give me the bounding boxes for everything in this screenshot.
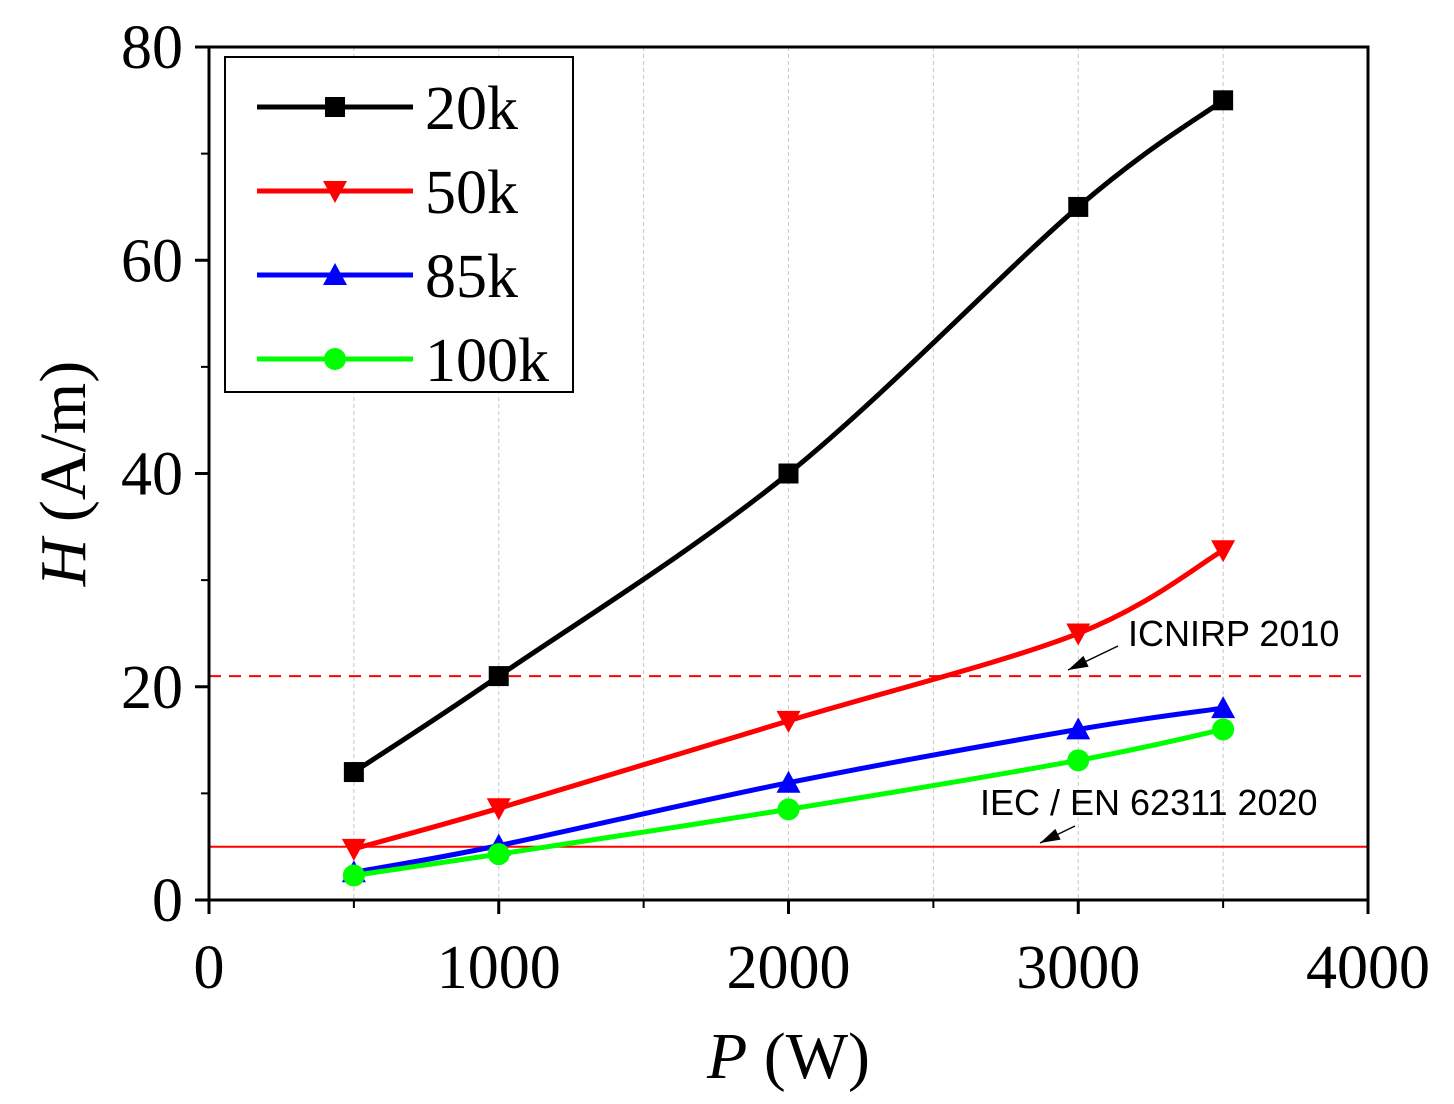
reference-label: IEC / EN 62311 2020 — [980, 782, 1318, 823]
data-point — [341, 838, 366, 861]
x-tick-label: 3000 — [1016, 934, 1140, 1002]
data-point — [343, 762, 364, 783]
legend-item: 100k — [257, 327, 549, 395]
x-axis-title: P (W) — [706, 1020, 870, 1093]
data-point — [488, 666, 509, 687]
legend-item: 20k — [257, 75, 518, 143]
x-tick-label: 4000 — [1306, 934, 1430, 1002]
legend-label: 50k — [425, 159, 518, 227]
data-point — [776, 770, 801, 793]
x-axis-unit: (W) — [747, 1020, 870, 1093]
series-20k — [343, 90, 1234, 783]
annotation-arrowhead — [1068, 655, 1089, 670]
data-point — [778, 463, 799, 484]
legend-label: 85k — [425, 243, 518, 311]
y-axis-var: H — [27, 535, 100, 587]
y-tick-label: 40 — [121, 441, 183, 509]
series-50k — [341, 540, 1236, 861]
legend-label: 100k — [425, 327, 549, 395]
data-point — [486, 798, 511, 821]
legend-marker — [323, 181, 347, 203]
y-tick-label: 0 — [152, 867, 183, 935]
x-axis-var: P — [706, 1020, 747, 1093]
y-axis-title: H (A/m) — [27, 361, 100, 587]
reference-label: ICNIRP 2010 — [1128, 613, 1339, 654]
y-tick-label: 60 — [121, 227, 183, 295]
data-point — [1211, 540, 1236, 563]
legend-box — [224, 56, 574, 393]
data-point — [1067, 749, 1090, 772]
data-point — [1213, 90, 1234, 111]
data-point — [1212, 718, 1235, 741]
axis-ticks: 0 1000 2000 3000 4000 0 20 40 60 80 — [121, 14, 1430, 1002]
data-point — [487, 843, 510, 866]
legend-marker — [325, 97, 345, 117]
data-point — [1066, 717, 1091, 740]
series-100k — [342, 718, 1235, 887]
legend-item: 85k — [257, 243, 518, 311]
legend-marker — [323, 263, 347, 285]
legend-item: 50k — [257, 159, 518, 227]
legend: 20k 50k 85k 100k — [224, 56, 574, 395]
x-tick-label: 0 — [194, 934, 225, 1002]
y-tick-label: 20 — [121, 654, 183, 722]
x-tick-label: 2000 — [727, 934, 851, 1002]
y-axis-unit: (A/m) — [27, 361, 100, 539]
y-tick-label: 80 — [121, 14, 183, 82]
data-point — [1068, 196, 1089, 217]
data-point — [1066, 623, 1091, 646]
data-point — [776, 710, 801, 733]
legend-marker — [324, 348, 346, 370]
data-point — [342, 864, 365, 887]
annotation-arrowhead — [1040, 828, 1061, 843]
reference-lines: ICNIRP 2010 IEC / EN 62311 2020 — [209, 613, 1368, 848]
data-point — [1211, 696, 1236, 719]
legend-label: 20k — [425, 75, 518, 143]
x-tick-label: 1000 — [437, 934, 561, 1002]
data-point — [777, 798, 800, 821]
data-series — [341, 90, 1236, 887]
